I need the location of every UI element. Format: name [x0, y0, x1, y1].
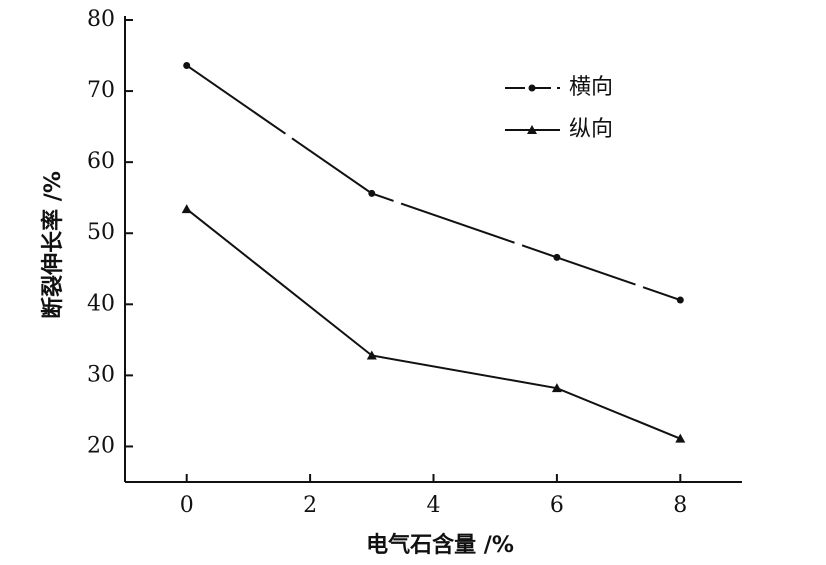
y-tick-label: 70: [87, 78, 115, 103]
marker: [553, 253, 561, 261]
marker: [528, 84, 536, 92]
y-tick-label: 40: [87, 291, 115, 316]
marker: [366, 350, 377, 360]
y-tick-label: 30: [87, 362, 115, 387]
x-tick-label: 0: [180, 493, 194, 518]
x-tick-label: 6: [550, 493, 564, 518]
series-line: [186, 208, 681, 440]
x-tick-label: 8: [673, 493, 687, 518]
marker: [675, 433, 686, 443]
y-tick-label: 60: [87, 149, 115, 174]
legend-label: 横向: [569, 75, 613, 100]
legend-label: 纵向: [569, 117, 613, 142]
y-tick-label: 80: [87, 7, 115, 32]
x-tick-label: 4: [427, 493, 441, 518]
marker: [183, 61, 191, 69]
marker: [551, 383, 562, 393]
y-tick-label: 20: [87, 433, 115, 458]
y-axis-title: 断裂伸长率 /%: [40, 171, 66, 319]
marker: [181, 204, 192, 214]
marker: [676, 296, 684, 304]
x-tick-label: 2: [303, 493, 317, 518]
x-axis-title: 电气石含量 /%: [366, 532, 514, 558]
marker: [368, 189, 376, 197]
series-line: [186, 64, 681, 301]
marker: [527, 125, 537, 134]
y-tick-label: 50: [87, 220, 115, 245]
